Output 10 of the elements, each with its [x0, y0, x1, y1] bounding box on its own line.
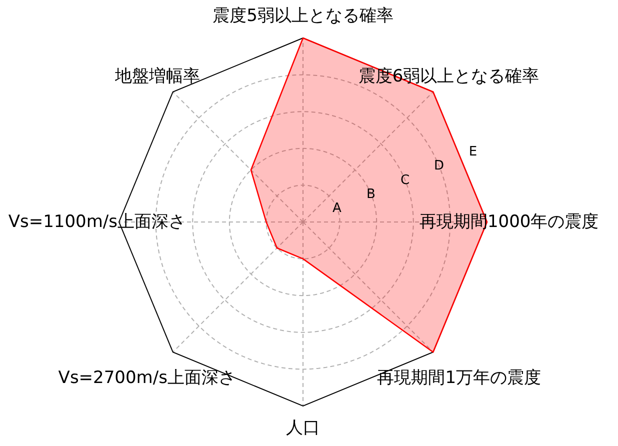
spoke-label: 再現期間1万年の震度	[377, 368, 542, 388]
y-tick-label: E	[468, 144, 478, 160]
y-tick-label: C	[400, 172, 410, 188]
spoke-label: 震度5弱以上となる確率	[212, 6, 394, 26]
spoke-label: 人口	[286, 418, 320, 438]
y-tick-label: D	[434, 158, 444, 174]
spoke-label: Vs=2700m/s上面深さ	[58, 368, 236, 388]
spoke-label: 地盤増幅率	[114, 66, 200, 86]
y-tick-label: B	[366, 186, 376, 202]
y-tick-label: A	[332, 200, 342, 216]
